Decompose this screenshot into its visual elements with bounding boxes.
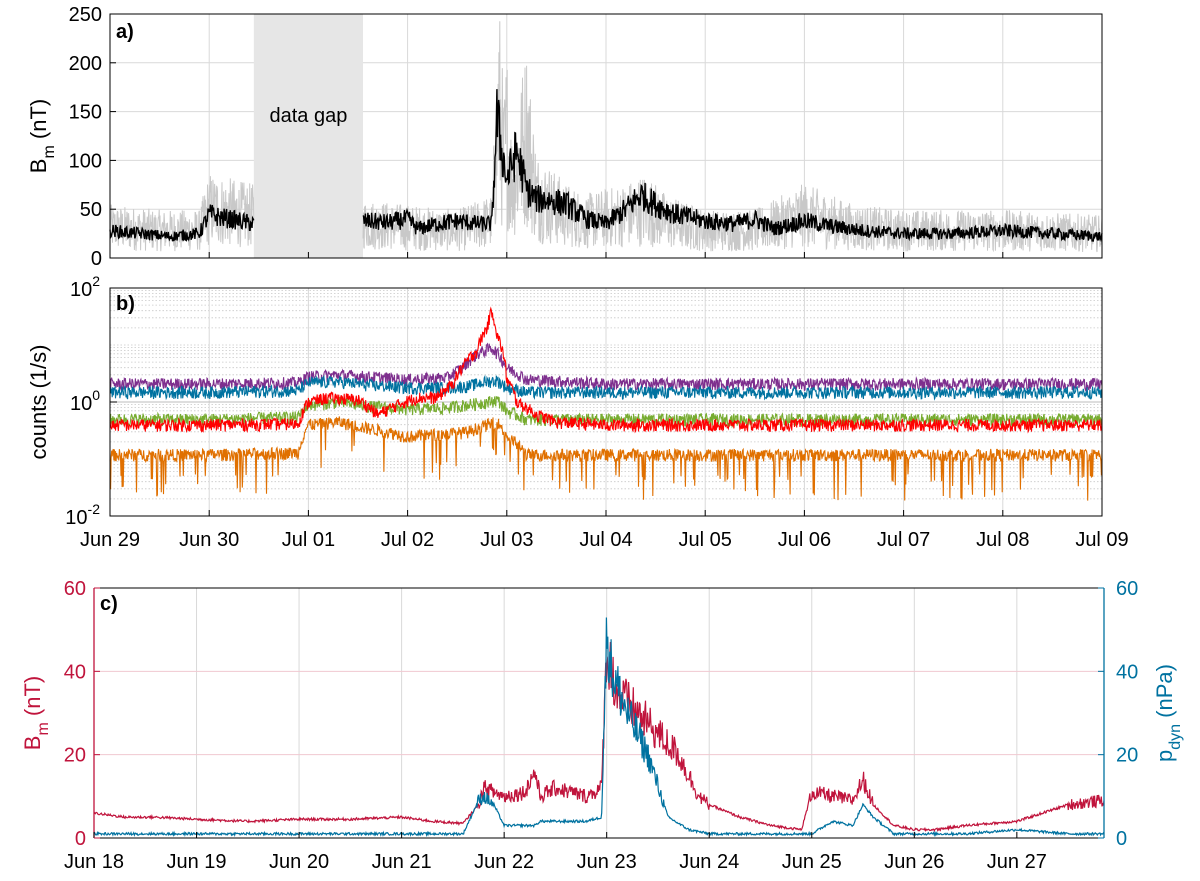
x-tick-label: Jun 30 <box>179 529 239 551</box>
x-tick-label: Jun 27 <box>987 851 1047 873</box>
panel-a: data gap 0 50 100 150 200 250 Bm (nT) a) <box>26 4 1103 270</box>
x-tick-label: Jul 09 <box>1075 529 1128 551</box>
y-tick-label: 100 <box>69 150 102 172</box>
panel-c: Jun 18 Jun 19 Jun 20 Jun 21 Jun 22 Jun 23 Jun … <box>20 578 1184 873</box>
y-tick-label: 200 <box>69 53 102 75</box>
x-tick-label: Jun 26 <box>884 851 944 873</box>
right-y-axis-label: pdyn (nPa) <box>1152 664 1184 762</box>
x-tick-label: Jun 20 <box>269 851 329 873</box>
plot-area <box>94 588 1104 838</box>
series-line <box>109 395 1103 429</box>
data-gap-region <box>253 14 363 258</box>
series-bm-line <box>93 641 1105 833</box>
panel-label: b) <box>116 293 135 315</box>
series-line <box>109 374 1103 401</box>
x-tick-label: Jul 02 <box>381 529 434 551</box>
x-tick-label: Jun 29 <box>80 529 140 551</box>
left-y-tick-label: 60 <box>64 578 86 600</box>
panel-label: a) <box>116 21 134 43</box>
y-tick-label: 10-2 <box>65 501 100 529</box>
x-tick-label: Jul 08 <box>976 529 1029 551</box>
panel-label: c) <box>100 593 118 615</box>
y-tick-label: 150 <box>69 102 102 124</box>
left-y-tick-label: 20 <box>64 745 86 767</box>
x-tick-label: Jun 18 <box>64 851 124 873</box>
series-pdyn-line <box>93 617 1105 838</box>
left-y-tick-label: 40 <box>64 661 86 683</box>
y-tick-label: 250 <box>69 4 102 26</box>
y-tick-label: 0 <box>91 248 102 270</box>
x-tick-label: Jul 05 <box>679 529 732 551</box>
x-tick-label: Jun 21 <box>372 851 432 873</box>
x-tick-label: Jul 01 <box>282 529 335 551</box>
panel-b: Jun 29 Jun 30 Jul 01 Jul 02 Jul 03 Jul 04 Jul … <box>26 273 1129 551</box>
left-y-axis-label: Bm (nT) <box>20 676 52 750</box>
y-tick-label: 100 <box>70 387 100 415</box>
y-tick-label: 50 <box>80 199 102 221</box>
x-tick-label: Jul 03 <box>480 529 533 551</box>
x-tick-label: Jun 22 <box>474 851 534 873</box>
right-y-tick-label: 20 <box>1116 745 1138 767</box>
x-tick-label: Jul 07 <box>877 529 930 551</box>
x-tick-label: Jun 19 <box>167 851 227 873</box>
data-gap-annotation: data gap <box>269 105 347 127</box>
right-y-tick-label: 0 <box>1116 828 1127 850</box>
right-y-tick-label: 60 <box>1116 578 1138 600</box>
series-line <box>109 416 1103 501</box>
y-axis-label: Bm (nT) <box>26 99 58 173</box>
y-tick-label: 102 <box>70 273 100 301</box>
right-y-tick-label: 40 <box>1116 661 1138 683</box>
series-average-line <box>109 89 1103 243</box>
x-tick-label: Jul 04 <box>579 529 632 551</box>
x-tick-label: Jun 25 <box>782 851 842 873</box>
y-axis-label: counts (1/s) <box>26 345 51 460</box>
x-tick-label: Jun 23 <box>577 851 637 873</box>
series-line <box>109 306 1103 434</box>
x-tick-label: Jul 06 <box>778 529 831 551</box>
left-y-tick-label: 0 <box>75 828 86 850</box>
x-tick-label: Jun 24 <box>679 851 739 873</box>
